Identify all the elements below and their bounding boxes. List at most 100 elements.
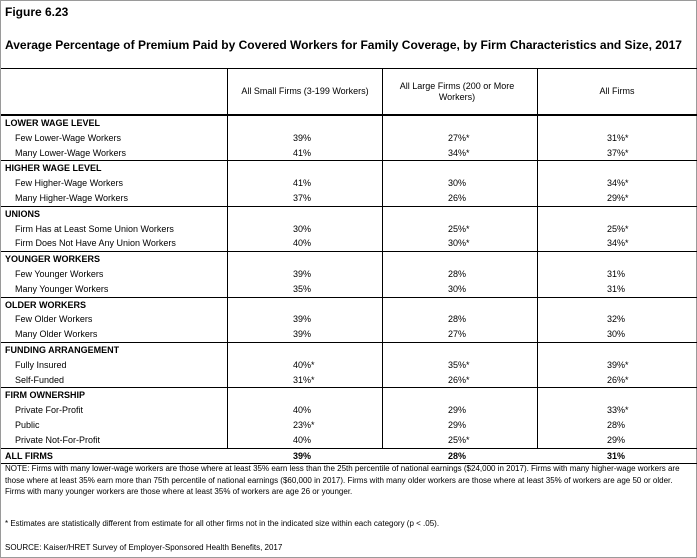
value-cell: 28%: [448, 314, 467, 325]
table-row: Few Younger Workers 39% 28% 31%: [1, 267, 697, 282]
row-label: Few Older Workers: [15, 314, 93, 325]
section-heading: FIRM OWNERSHIP: [1, 387, 697, 403]
value-cell: 35%*: [448, 359, 470, 370]
value-cell: 41%: [293, 178, 312, 189]
table-row: Firm Has at Least Some Union Workers 30% 2…: [1, 222, 697, 237]
table-row: Many Older Workers 39% 27% 30%: [1, 327, 697, 342]
asterisk-note: * Estimates are statistically different …: [5, 519, 440, 528]
table-body: LOWER WAGE LEVEL Few Lower-Wage Workers 39…: [1, 115, 697, 465]
row-label: Many Lower-Wage Workers: [15, 147, 127, 158]
value-cell: 34%*: [607, 238, 629, 249]
value-cell: 26%*: [607, 374, 629, 385]
table-row: Private For-Profit 40% 29% 33%*: [1, 403, 697, 418]
row-label: Many Older Workers: [15, 329, 98, 340]
value-cell: 39%*: [607, 359, 629, 370]
table-row: Public 23%* 29% 28%: [1, 418, 697, 433]
value-cell: 25%*: [448, 223, 470, 234]
value-cell: 30%: [293, 223, 312, 234]
value-cell: 23%*: [293, 419, 315, 430]
row-label: Few Lower-Wage Workers: [15, 132, 122, 143]
section-heading-label: HIGHER WAGE LEVEL: [5, 163, 102, 174]
value-cell: 31%: [607, 283, 626, 294]
row-label: Fully Insured: [15, 359, 67, 370]
value-cell: 29%: [607, 434, 626, 445]
value-cell: 40%: [293, 238, 312, 249]
data-table: All Small Firms (3-199 Workers) All Larg…: [1, 68, 697, 465]
column-header-large-firms: All Large Firms (200 or More Workers): [399, 80, 515, 102]
value-cell: 39%: [293, 132, 312, 143]
table-row: Firm Does Not Have Any Union Workers 40% 3…: [1, 236, 697, 251]
figure-title: Average Percentage of Premium Paid by Co…: [5, 38, 682, 52]
value-cell: 25%*: [448, 434, 470, 445]
row-label: Few Younger Workers: [15, 268, 104, 279]
value-cell: 26%*: [448, 374, 470, 385]
source-text: SOURCE: Kaiser/HRET Survey of Employer-S…: [5, 543, 283, 552]
value-cell: 40%*: [293, 359, 315, 370]
value-cell: 27%*: [448, 132, 470, 143]
column-header-all-firms: All Firms: [599, 86, 635, 96]
value-cell: 41%: [293, 147, 312, 158]
total-label: ALL FIRMS: [5, 450, 53, 461]
column-divider: [382, 69, 383, 449]
figure-label: Figure 6.23: [5, 5, 69, 19]
value-cell: 39%: [293, 268, 312, 279]
value-cell: 31%*: [293, 374, 315, 385]
value-cell: 34%*: [448, 147, 470, 158]
note-text: NOTE: Firms with many lower-wage workers…: [5, 464, 680, 496]
value-cell: 35%: [293, 283, 312, 294]
value-cell: 37%*: [607, 147, 629, 158]
value-cell: 32%: [607, 314, 626, 325]
row-label: Private Not-For-Profit: [15, 434, 101, 445]
row-label: Self-Funded: [15, 374, 65, 385]
row-label: Firm Does Not Have Any Union Workers: [15, 238, 176, 249]
value-cell: 28%: [607, 419, 626, 430]
column-divider: [227, 69, 228, 449]
table-row: Many Younger Workers 35% 30% 31%: [1, 282, 697, 297]
row-label: Public: [15, 419, 40, 430]
value-cell: 25%*: [607, 223, 629, 234]
value-cell: 30%: [607, 329, 626, 340]
section-heading: UNIONS: [1, 205, 697, 222]
value-cell: 29%: [448, 405, 467, 416]
section-heading-label: LOWER WAGE LEVEL: [5, 118, 101, 128]
section-heading-label: YOUNGER WORKERS: [5, 254, 101, 265]
section-heading-label: OLDER WORKERS: [5, 299, 86, 310]
row-label: Firm Has at Least Some Union Workers: [15, 223, 174, 234]
section-heading: HIGHER WAGE LEVEL: [1, 160, 697, 176]
row-label: Private For-Profit: [15, 405, 84, 416]
total-value-cell: 39%: [293, 450, 312, 461]
value-cell: 39%: [293, 314, 312, 325]
value-cell: 29%: [448, 419, 467, 430]
table-row: Self-Funded 31%* 26%* 26%*: [1, 373, 697, 388]
section-heading: YOUNGER WORKERS: [1, 251, 697, 267]
table-header: All Small Firms (3-199 Workers) All Larg…: [1, 69, 697, 115]
column-header-small-firms: All Small Firms (3-199 Workers): [241, 86, 369, 96]
value-cell: 30%*: [448, 238, 470, 249]
total-value-cell: 31%: [607, 450, 626, 461]
column-divider: [537, 69, 538, 449]
section-heading-label: UNIONS: [5, 208, 41, 219]
value-cell: 39%: [293, 329, 312, 340]
section-heading: FUNDING ARRANGEMENT: [1, 341, 697, 358]
value-cell: 40%: [293, 434, 312, 445]
row-label: Many Younger Workers: [15, 283, 109, 294]
total-value-cell: 28%: [448, 450, 467, 461]
value-cell: 31%*: [607, 132, 629, 143]
table-row: Fully Insured 40%* 35%* 39%*: [1, 358, 697, 373]
table-row: Few Lower-Wage Workers 39% 27%* 31%*: [1, 131, 697, 146]
table-row: Private Not-For-Profit 40% 25%* 29%: [1, 433, 697, 448]
value-cell: 28%: [448, 268, 467, 279]
value-cell: 27%: [448, 329, 467, 340]
section-heading-label: FUNDING ARRANGEMENT: [5, 344, 120, 355]
value-cell: 40%: [293, 405, 312, 416]
row-label: Many Higher-Wage Workers: [15, 192, 129, 203]
value-cell: 29%*: [607, 192, 629, 203]
value-cell: 26%: [448, 192, 467, 203]
total-row: ALL FIRMS 39% 28% 31%: [1, 447, 697, 465]
row-label: Few Higher-Wage Workers: [15, 178, 124, 189]
value-cell: 37%: [293, 192, 312, 203]
value-cell: 33%*: [607, 405, 629, 416]
table-row: Many Lower-Wage Workers 41% 34%* 37%*: [1, 146, 697, 161]
table-row: Few Higher-Wage Workers 41% 30% 34%*: [1, 176, 697, 191]
value-cell: 31%: [607, 268, 626, 279]
